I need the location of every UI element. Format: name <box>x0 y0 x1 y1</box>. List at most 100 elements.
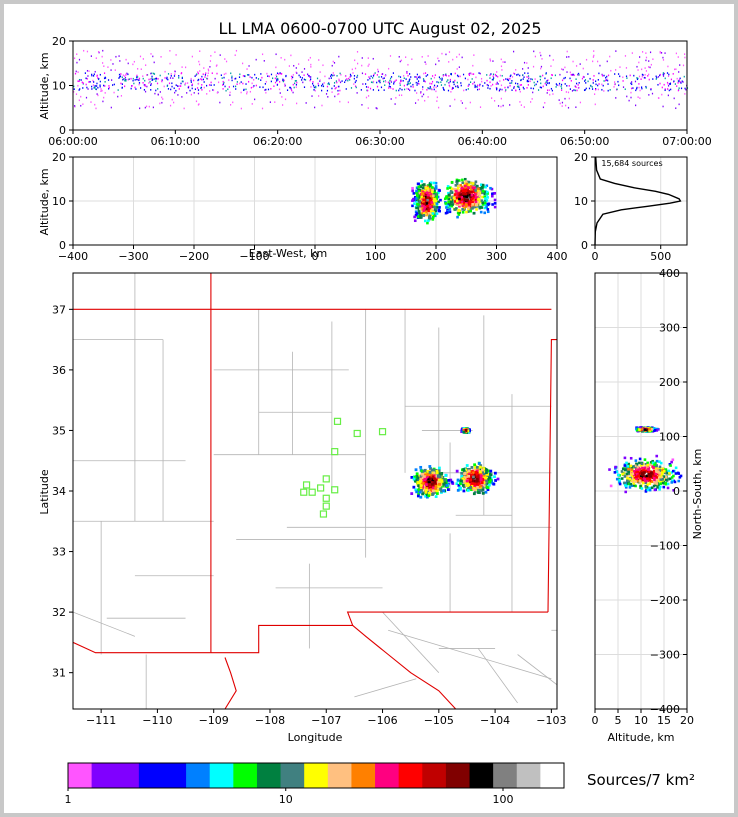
east-west-cell <box>476 205 480 208</box>
north-south-cell <box>629 482 633 486</box>
source-point <box>355 79 357 82</box>
source-point <box>335 86 337 89</box>
source-point <box>659 50 661 53</box>
source-point <box>625 67 628 69</box>
source-point <box>583 89 586 92</box>
source-point <box>223 81 225 84</box>
east-west-cell <box>417 185 421 189</box>
source-point <box>561 101 564 104</box>
east-west-cell <box>419 185 423 189</box>
source-point <box>354 67 357 70</box>
source-point <box>216 72 218 75</box>
source-point <box>530 78 532 80</box>
north-south-cell <box>645 474 649 478</box>
east-west-cell <box>457 185 460 189</box>
source-point <box>143 84 145 86</box>
north-south-cell <box>652 467 656 471</box>
source-point <box>457 86 459 89</box>
county-border <box>382 611 440 673</box>
source-point <box>124 85 126 88</box>
north-south-cell <box>677 479 681 483</box>
source-point <box>489 74 491 77</box>
source-point <box>423 72 425 75</box>
source-point <box>149 81 151 83</box>
source-point <box>498 89 501 92</box>
source-point <box>641 73 644 76</box>
east-west-cell <box>415 212 419 215</box>
plan-view-cell <box>438 478 442 482</box>
source-point <box>409 73 411 75</box>
source-point <box>494 73 497 76</box>
source-point <box>571 74 573 76</box>
source-point <box>223 76 225 79</box>
source-point <box>592 82 594 84</box>
plan-view-cell <box>434 474 438 478</box>
lma-figure: LL LMA 0600-0700 UTC August 02, 2025 06:… <box>38 19 712 806</box>
east-west-cell <box>454 200 457 203</box>
source-point <box>507 86 509 89</box>
source-point <box>626 77 628 79</box>
source-point <box>492 78 495 81</box>
source-point <box>420 91 422 93</box>
source-point <box>314 89 316 92</box>
altitude-time-panel: 06:00:00 06:10:00 06:20:00 06:30:00 06:40:00… <box>48 35 711 148</box>
east-west-cell <box>429 188 432 191</box>
source-point <box>75 70 77 73</box>
source-point <box>424 99 426 102</box>
source-point <box>87 75 89 77</box>
east-west-cell <box>426 187 429 190</box>
source-point <box>293 86 295 89</box>
source-point <box>309 79 311 82</box>
source-point <box>103 96 105 99</box>
plan-view-cell <box>471 484 474 488</box>
source-point <box>184 83 186 85</box>
east-west-cell <box>479 191 483 195</box>
source-point <box>97 94 99 97</box>
source-point <box>601 88 603 91</box>
east-west-cell <box>428 183 432 186</box>
plan-view-cell <box>494 479 498 482</box>
east-west-cell <box>450 180 454 184</box>
east-west-cell <box>426 221 429 225</box>
east-west-cell <box>450 204 454 208</box>
histogram-ytick-label: 10 <box>574 195 588 208</box>
source-point <box>552 59 554 61</box>
source-point <box>295 67 297 69</box>
source-point <box>332 74 334 77</box>
north-south-cell <box>678 475 682 479</box>
east-west-cell <box>478 200 482 203</box>
source-point <box>619 66 621 68</box>
source-point <box>511 80 513 82</box>
source-point <box>436 100 438 102</box>
source-point <box>119 76 121 78</box>
source-point <box>372 81 374 84</box>
source-point <box>523 87 525 90</box>
source-point <box>519 101 521 103</box>
source-point <box>370 81 373 84</box>
north-south-cell <box>648 482 652 485</box>
north-south-cell <box>629 464 633 468</box>
east-west-cell <box>489 186 492 190</box>
plan-view-cell <box>470 488 473 492</box>
north-south-cell <box>651 475 655 478</box>
source-point <box>455 85 457 88</box>
source-point <box>472 73 475 75</box>
source-point <box>274 101 276 103</box>
source-point <box>548 82 550 84</box>
source-point <box>253 85 255 87</box>
source-point <box>279 81 281 83</box>
source-point <box>168 82 171 85</box>
source-point <box>578 86 580 89</box>
source-point <box>365 86 368 88</box>
source-point <box>239 73 241 76</box>
source-point <box>630 82 632 85</box>
north-south-cell <box>640 479 643 483</box>
source-point <box>418 83 420 85</box>
source-point <box>683 75 685 78</box>
source-point <box>547 79 549 82</box>
east-west-cell <box>453 187 456 191</box>
source-point <box>482 85 484 87</box>
altitude-time-xtick-label: 06:10:00 <box>151 135 200 148</box>
plan-view-cell <box>481 485 484 489</box>
north-south-cell <box>670 460 673 464</box>
